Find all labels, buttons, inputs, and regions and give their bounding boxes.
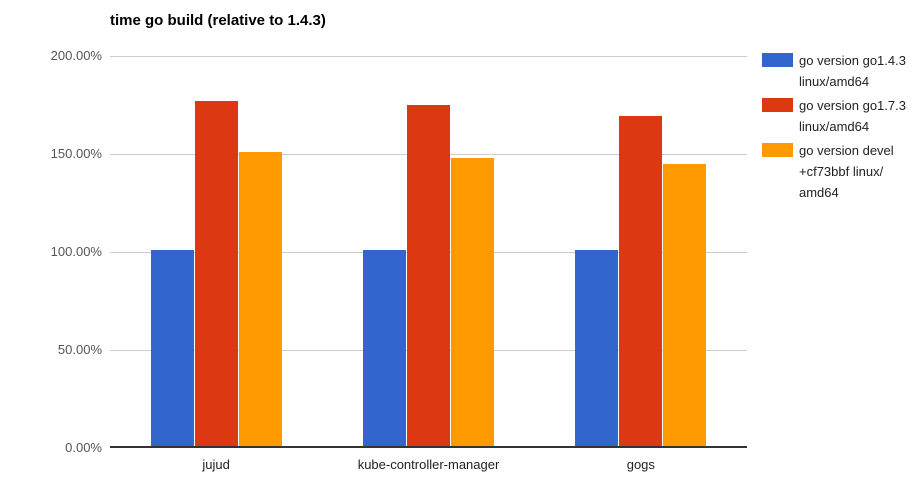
bar-group-jujud <box>150 101 282 446</box>
legend-label: go version devel +cf73bbf linux/amd64 <box>799 140 894 203</box>
y-axis-label-50: 50.00% <box>57 342 102 357</box>
bar-series1-jujud[interactable] <box>150 250 194 446</box>
legend-label: go version go1.7.3 linux/amd64 <box>799 95 906 137</box>
bar-series2-kube-controller-manager[interactable] <box>407 104 450 446</box>
legend-swatch-icon <box>762 98 793 112</box>
bar-series2-jujud[interactable] <box>194 101 238 446</box>
legend-item-2: go version go1.7.3 linux/amd64 <box>762 95 920 137</box>
plot-area <box>110 56 747 448</box>
gridline-200 <box>110 56 747 57</box>
legend-item-3: go version devel +cf73bbf linux/amd64 <box>762 140 920 203</box>
legend-label-line: go version go1.4.3 <box>799 53 906 68</box>
legend-label-line: go version devel <box>799 143 894 158</box>
bar-group-kube-controller-manager <box>363 104 494 446</box>
legend-label: go version go1.4.3 linux/amd64 <box>799 50 906 92</box>
y-axis-label-150: 150.00% <box>50 146 102 161</box>
bar-series3-gogs[interactable] <box>663 163 707 446</box>
y-axis-label-0: 0.00% <box>65 440 102 455</box>
y-axis-label-200: 200.00% <box>50 48 102 63</box>
x-axis-label-gogs: gogs <box>626 457 655 472</box>
legend-label-line: linux/amd64 <box>799 119 870 134</box>
legend-label-line: +cf73bbf linux/ <box>799 164 884 179</box>
legend-swatch-icon <box>762 53 793 67</box>
y-axis-label-100: 100.00% <box>50 244 102 259</box>
bar-series1-kube-controller-manager[interactable] <box>363 250 406 446</box>
bar-series3-kube-controller-manager[interactable] <box>451 157 494 446</box>
legend-item-1: go version go1.4.3 linux/amd64 <box>762 50 920 92</box>
x-axis-baseline <box>110 446 747 448</box>
x-axis-label-kube-controller-manager: kube-controller-manager <box>357 457 500 472</box>
legend: go version go1.4.3 linux/amd64 go version … <box>762 50 920 206</box>
legend-swatch-icon <box>762 143 793 157</box>
chart-title: time go build (relative to 1.4.3) <box>110 12 326 29</box>
x-axis-label-jujud: jujud <box>202 457 230 472</box>
bar-series3-jujud[interactable] <box>238 152 282 446</box>
bar-series2-gogs[interactable] <box>619 115 663 446</box>
bar-group-gogs <box>575 115 707 446</box>
legend-label-line: amd64 <box>799 185 839 200</box>
legend-label-line: linux/amd64 <box>799 74 870 89</box>
bar-series1-gogs[interactable] <box>575 250 619 446</box>
legend-label-line: go version go1.7.3 <box>799 98 906 113</box>
